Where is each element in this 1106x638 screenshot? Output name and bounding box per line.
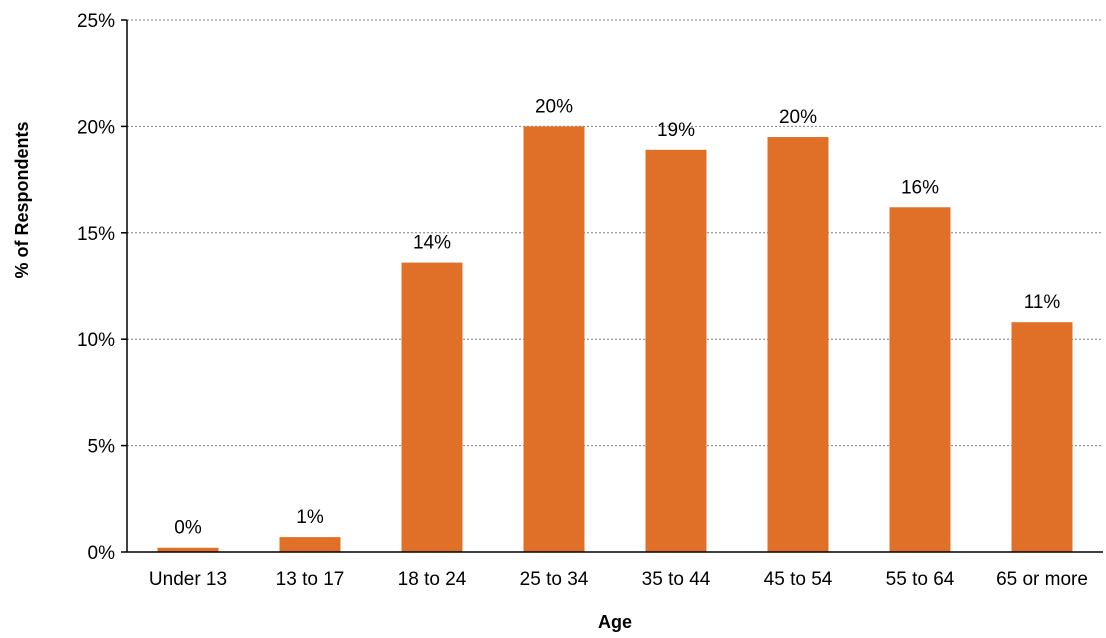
data-label: 16%: [901, 177, 939, 198]
y-tick-label: 15%: [77, 224, 115, 245]
x-tick-label: 25 to 34: [520, 569, 589, 590]
x-tick-label: 65 or more: [996, 569, 1088, 590]
x-axis-title: Age: [598, 612, 632, 632]
y-axis-title: % of Respondents: [12, 121, 32, 278]
x-tick-label: Under 13: [149, 569, 227, 590]
data-label: 1%: [296, 507, 324, 528]
y-tick-label: 25%: [77, 11, 115, 32]
data-label: 0%: [174, 518, 202, 539]
y-tick-label: 10%: [77, 330, 115, 351]
x-tick-labels: Under 13 13 to 17 18 to 24 25 to 34 35 to 44…: [149, 569, 1088, 590]
x-tick-label: 45 to 54: [764, 569, 833, 590]
x-tick-label: 55 to 64: [886, 569, 955, 590]
x-tick-label: 18 to 24: [398, 569, 467, 590]
y-tick-labels: 0% 5% 10% 15% 20% 25%: [77, 11, 127, 564]
data-label: 19%: [657, 120, 695, 141]
data-labels: 0% 1% 14% 20% 19% 20% 16% 11%: [174, 96, 1060, 538]
bar: [523, 126, 585, 553]
bar: [401, 262, 463, 552]
y-tick-label: 20%: [77, 117, 115, 138]
x-tick-label: 35 to 44: [642, 569, 711, 590]
axes: [126, 20, 1103, 553]
bar: [1011, 322, 1073, 552]
gridlines: [127, 19, 1103, 447]
bar: [645, 149, 707, 553]
x-tick-label: 13 to 17: [276, 569, 345, 590]
data-label: 14%: [413, 233, 451, 254]
bars: [157, 126, 1073, 553]
data-label: 11%: [1024, 292, 1061, 313]
data-label: 20%: [535, 96, 573, 117]
y-tick-label: 0%: [88, 543, 116, 564]
bar: [767, 137, 829, 553]
bar: [889, 207, 951, 552]
data-label: 20%: [779, 107, 817, 128]
bar: [279, 537, 341, 552]
y-tick-label: 5%: [88, 437, 116, 458]
bar: [157, 547, 219, 552]
